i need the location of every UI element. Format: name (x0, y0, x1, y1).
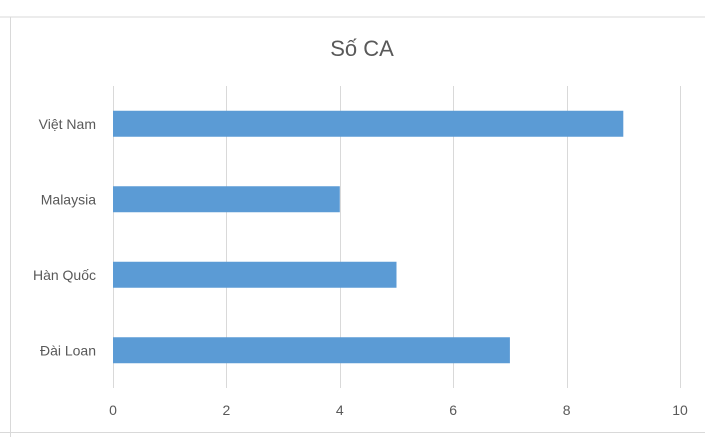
bar-0 (113, 111, 623, 137)
x-tick-label: 2 (223, 402, 231, 418)
x-tick-labels: 0 2 4 6 8 10 (109, 402, 688, 418)
x-tick-label: 8 (563, 402, 571, 418)
x-tick-label: 6 (449, 402, 457, 418)
x-tick-label: 0 (109, 402, 117, 418)
category-label: Malaysia (41, 191, 96, 207)
bar-3 (113, 337, 510, 363)
bar-1 (113, 186, 340, 212)
x-tick-label: 10 (672, 402, 688, 418)
chart-frame (0, 17, 705, 437)
x-tick-label: 4 (336, 402, 344, 418)
category-label: Việt Nam (39, 116, 96, 132)
chart-title: Số CA (330, 36, 394, 61)
bars (113, 111, 623, 364)
category-label: Đài Loan (40, 342, 96, 358)
category-labels: Việt Nam Malaysia Hàn Quốc Đài Loan (33, 116, 96, 359)
category-label: Hàn Quốc (33, 267, 96, 283)
bar-2 (113, 262, 397, 288)
